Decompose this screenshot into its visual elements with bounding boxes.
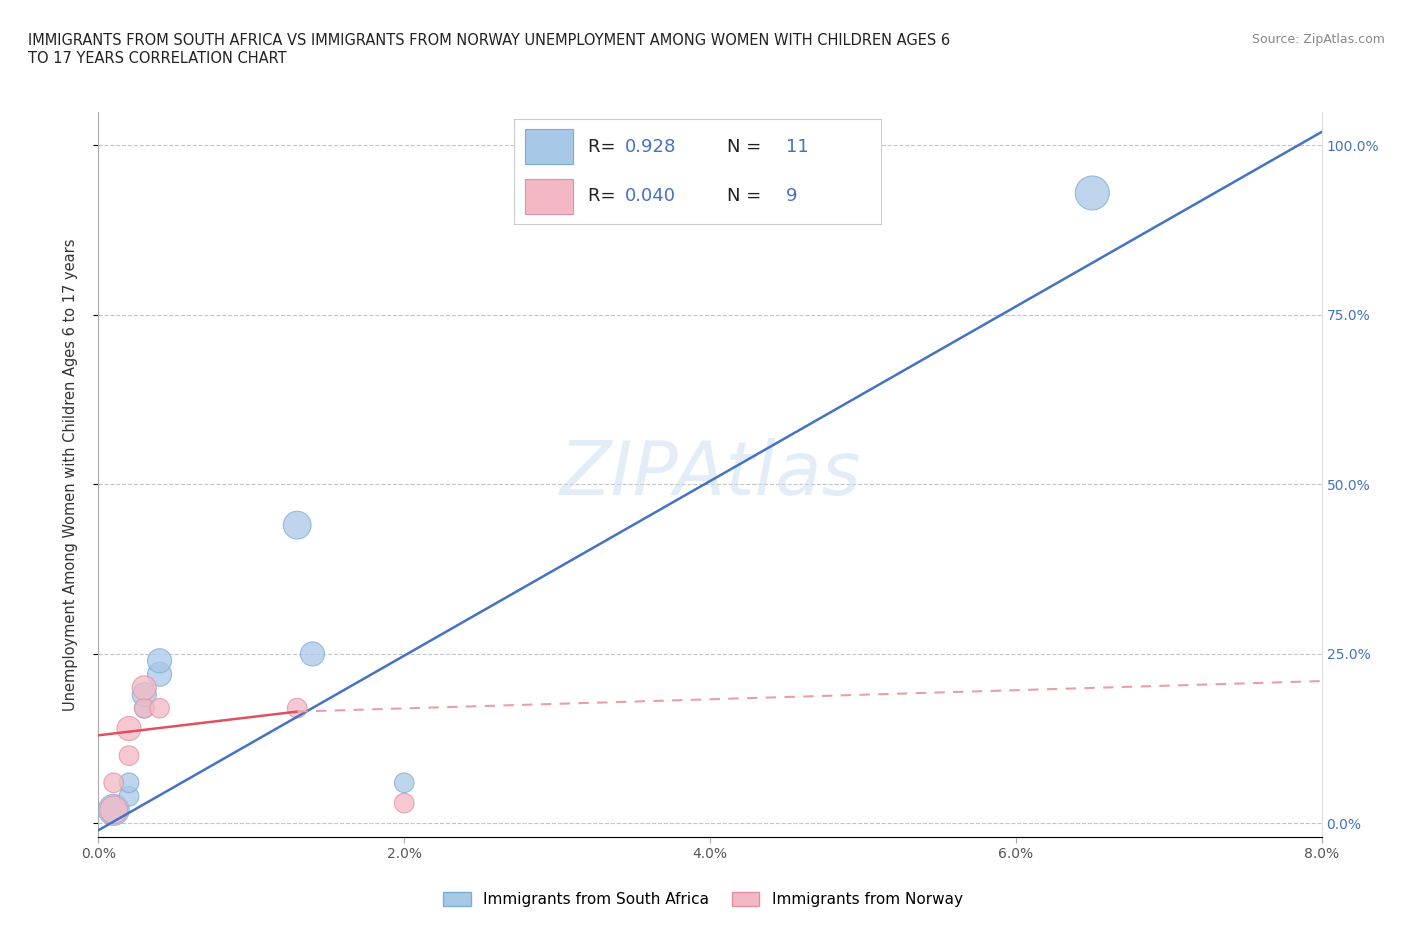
Point <box>134 700 156 715</box>
Point <box>149 653 172 668</box>
Text: Source: ZipAtlas.com: Source: ZipAtlas.com <box>1251 33 1385 46</box>
Point <box>118 789 141 804</box>
Point <box>103 803 125 817</box>
Point <box>134 687 156 702</box>
Point <box>392 796 416 811</box>
Text: IMMIGRANTS FROM SOUTH AFRICA VS IMMIGRANTS FROM NORWAY UNEMPLOYMENT AMONG WOMEN : IMMIGRANTS FROM SOUTH AFRICA VS IMMIGRAN… <box>28 33 950 47</box>
Text: ZIPAtlas: ZIPAtlas <box>560 438 860 511</box>
Point <box>134 681 156 696</box>
Point <box>285 700 308 715</box>
Y-axis label: Unemployment Among Women with Children Ages 6 to 17 years: Unemployment Among Women with Children A… <box>63 238 77 711</box>
Legend: Immigrants from South Africa, Immigrants from Norway: Immigrants from South Africa, Immigrants… <box>437 885 969 913</box>
Point <box>149 700 172 715</box>
Point <box>149 667 172 682</box>
Point <box>118 776 141 790</box>
Point <box>118 749 141 764</box>
Point <box>392 776 416 790</box>
Point <box>301 646 323 661</box>
Point <box>285 518 308 533</box>
Point <box>118 721 141 736</box>
Point <box>103 776 125 790</box>
Point <box>1081 185 1104 200</box>
Point <box>134 700 156 715</box>
Text: TO 17 YEARS CORRELATION CHART: TO 17 YEARS CORRELATION CHART <box>28 51 287 66</box>
Point <box>103 803 125 817</box>
